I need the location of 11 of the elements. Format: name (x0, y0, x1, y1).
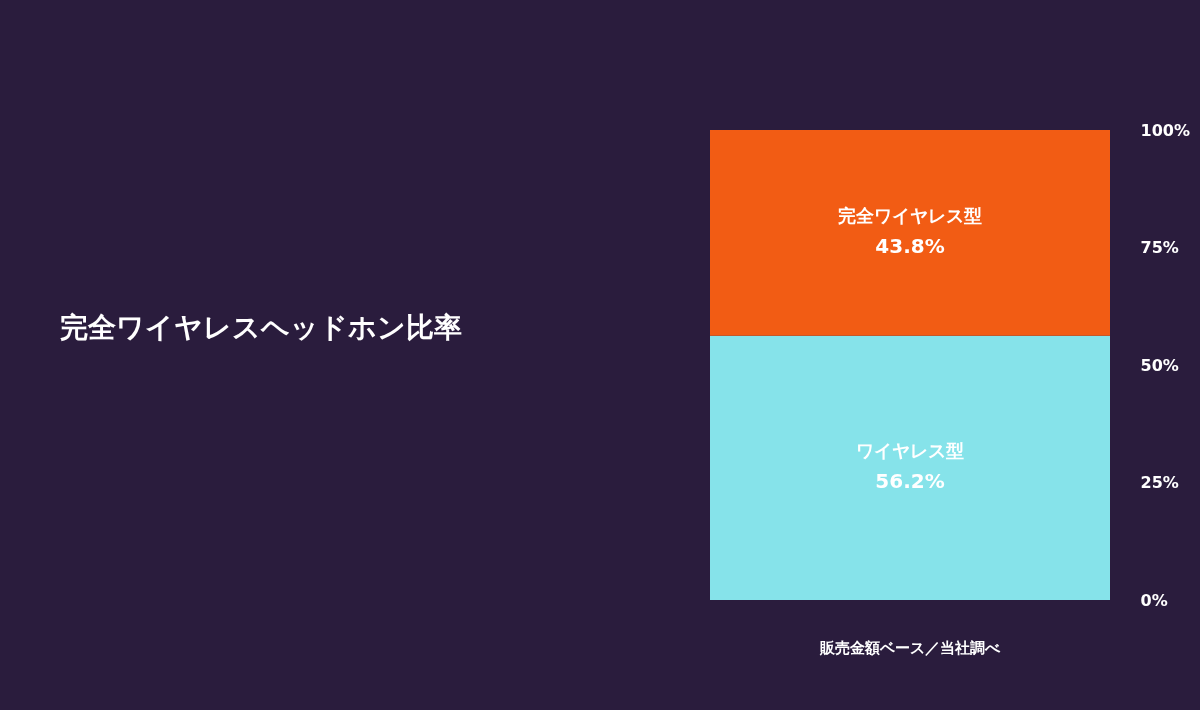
y-tick-label: 50% (1140, 355, 1179, 375)
text: 完全ワイヤレスヘッドホン比率 (60, 311, 462, 344)
y-tick-label: 25% (1140, 473, 1179, 492)
series-label: 完全ワイヤレス型 (838, 204, 982, 226)
text: 販売金額ベース／当社調べ (819, 639, 1001, 657)
series-label: ワイヤレス型 (856, 439, 964, 461)
y-tick-label: 75% (1140, 238, 1179, 257)
data-label: 56.2% (875, 468, 945, 493)
y-tick-label: 100% (1140, 120, 1190, 140)
data-label: 43.8% (875, 233, 945, 258)
y-tick-label: 0% (1140, 590, 1168, 610)
